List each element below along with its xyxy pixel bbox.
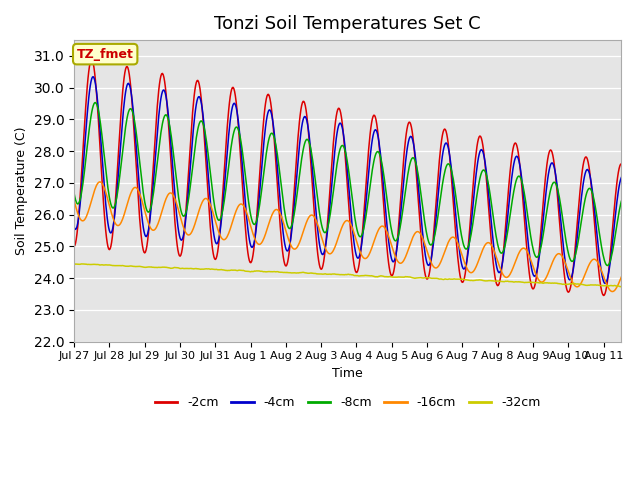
-2cm (88, 57, 95, 62)
Title: Tonzi Soil Temperatures Set C: Tonzi Soil Temperatures Set C (214, 15, 481, 33)
-16cm (70, 197, 78, 203)
-16cm (96, 179, 104, 185)
Line: -32cm: -32cm (74, 264, 621, 287)
-2cm (325, 202, 333, 207)
-2cm (70, 243, 78, 249)
-32cm (476, 277, 484, 283)
-32cm (147, 264, 154, 270)
-2cm (148, 193, 156, 199)
-2cm (600, 293, 607, 299)
-2cm (463, 253, 471, 259)
-32cm (304, 270, 312, 276)
-32cm (617, 284, 625, 289)
-8cm (72, 199, 80, 205)
-8cm (325, 219, 333, 225)
-8cm (618, 198, 625, 204)
-4cm (90, 74, 97, 80)
-2cm (477, 133, 484, 139)
-32cm (70, 261, 78, 266)
-8cm (305, 137, 312, 143)
-2cm (618, 161, 625, 167)
-8cm (463, 245, 471, 251)
-8cm (92, 100, 99, 106)
-4cm (477, 147, 484, 153)
-32cm (72, 261, 80, 267)
Y-axis label: Soil Temperature (C): Soil Temperature (C) (15, 127, 28, 255)
-4cm (70, 224, 78, 230)
-32cm (463, 277, 470, 283)
-8cm (148, 203, 156, 208)
-4cm (325, 215, 333, 220)
-32cm (618, 284, 625, 289)
Line: -2cm: -2cm (74, 60, 621, 296)
-16cm (148, 226, 156, 232)
Line: -16cm: -16cm (74, 182, 621, 291)
-4cm (305, 126, 312, 132)
Line: -8cm: -8cm (74, 103, 621, 265)
-2cm (305, 127, 312, 132)
-8cm (477, 173, 484, 179)
Legend: -2cm, -4cm, -8cm, -16cm, -32cm: -2cm, -4cm, -8cm, -16cm, -32cm (150, 391, 546, 414)
-16cm (618, 274, 625, 280)
-4cm (601, 281, 609, 287)
-16cm (609, 288, 616, 294)
X-axis label: Time: Time (332, 367, 363, 380)
-4cm (72, 226, 80, 231)
-32cm (324, 271, 332, 277)
-16cm (463, 266, 471, 272)
Text: TZ_fmet: TZ_fmet (77, 48, 134, 60)
Line: -4cm: -4cm (74, 77, 621, 284)
-8cm (604, 263, 611, 268)
-16cm (305, 216, 312, 221)
-2cm (72, 237, 80, 242)
-16cm (325, 251, 333, 256)
-4cm (618, 175, 625, 180)
-4cm (463, 255, 471, 261)
-16cm (477, 252, 484, 258)
-8cm (70, 190, 78, 196)
-16cm (72, 205, 80, 211)
-4cm (148, 203, 156, 209)
